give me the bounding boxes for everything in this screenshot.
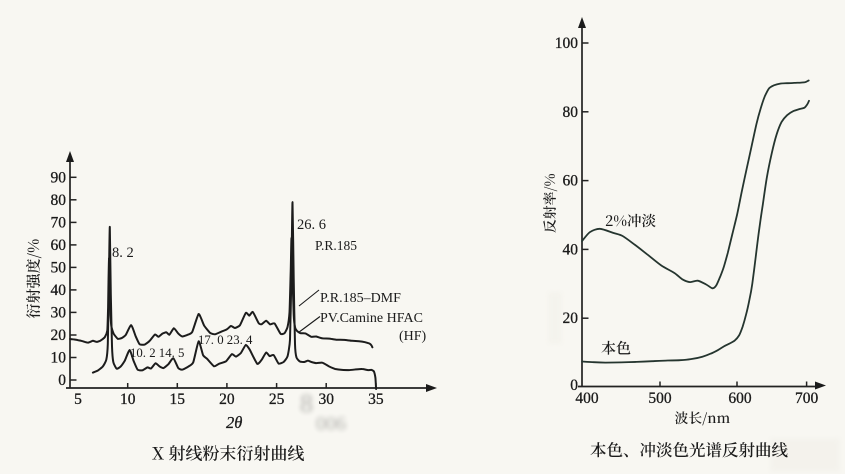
svg-text:20: 20 [563,310,579,327]
svg-text:70: 70 [51,214,67,231]
svg-text:20: 20 [51,327,67,344]
svg-text:100: 100 [555,35,579,52]
svg-text:2θ: 2θ [226,413,242,432]
svg-text:P.R.185: P.R.185 [315,238,357,253]
svg-text:0: 0 [58,372,66,389]
svg-text:90: 90 [51,169,67,186]
svg-text:35: 35 [368,391,384,408]
svg-text:50: 50 [51,259,67,276]
svg-text:P.R.185–DMF: P.R.185–DMF [320,291,401,306]
svg-text:17. 0 23. 4: 17. 0 23. 4 [198,333,253,347]
svg-text:60: 60 [563,173,579,190]
svg-text:25: 25 [269,391,285,408]
svg-text:60: 60 [51,237,67,254]
svg-text:30: 30 [51,304,67,321]
svg-text:40: 40 [563,241,579,258]
svg-text:8. 2: 8. 2 [112,245,134,261]
svg-text:006: 006 [316,413,346,435]
svg-text:40: 40 [51,282,67,299]
svg-text:10. 2 14. 5: 10. 2 14. 5 [130,346,184,360]
svg-text:15: 15 [170,391,186,408]
svg-text:600: 600 [728,390,752,407]
svg-text:5: 5 [74,391,82,408]
svg-text:500: 500 [648,390,672,407]
svg-text:10: 10 [120,391,136,408]
svg-text:20: 20 [219,391,235,408]
svg-text:(HF): (HF) [399,329,427,344]
svg-text:30: 30 [318,391,334,408]
svg-text:PV.Camine HFAC: PV.Camine HFAC [320,311,423,326]
svg-text:10: 10 [51,350,67,367]
svg-text:700: 700 [795,390,819,407]
svg-text:400: 400 [575,390,599,407]
svg-text:0: 0 [570,377,578,394]
svg-text:8: 8 [300,389,313,418]
svg-text:80: 80 [563,104,579,121]
svg-text:80: 80 [51,192,67,209]
svg-text:26. 6: 26. 6 [297,217,326,233]
